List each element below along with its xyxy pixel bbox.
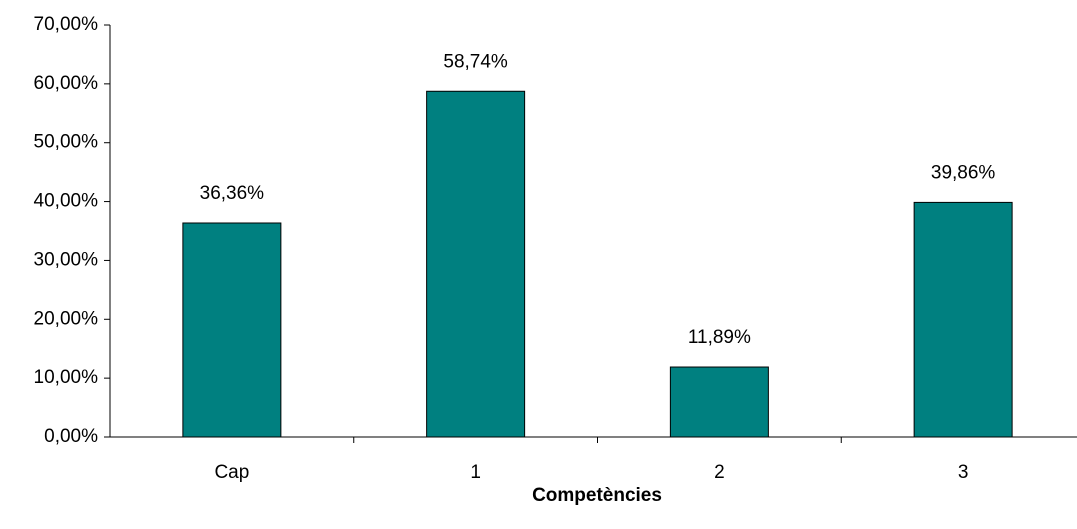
bar	[669, 366, 769, 438]
bar	[426, 90, 526, 438]
y-tick-label: 50,00%	[34, 132, 99, 153]
y-axis: 0,00% 10,00% 20,00% 30,00% 40,00% 50,00% 60,00…	[34, 14, 111, 447]
bar	[182, 222, 282, 438]
data-label: 58,74%	[443, 51, 508, 72]
x-tick-label: 2	[714, 462, 725, 483]
y-tick-label: 60,00%	[34, 73, 99, 94]
y-tick-label: 40,00%	[34, 191, 99, 212]
y-tick-label: 10,00%	[34, 367, 99, 388]
y-tick-label: 20,00%	[34, 308, 99, 329]
data-labels: 36,36% 58,74% 11,89% 39,86%	[200, 51, 996, 348]
x-tick-label: 1	[470, 462, 481, 483]
x-tick-label: Cap	[214, 462, 249, 483]
y-tick-label: 0,00%	[44, 426, 98, 447]
x-axis: Cap 1 2 3	[110, 436, 1077, 483]
y-tick-label: 30,00%	[34, 249, 99, 270]
data-label: 36,36%	[200, 183, 265, 204]
data-label: 39,86%	[931, 162, 996, 183]
x-tick-label: 3	[958, 462, 969, 483]
data-label: 11,89%	[688, 327, 751, 348]
y-tick-label: 70,00%	[34, 14, 99, 35]
x-axis-title: Competències	[532, 485, 662, 506]
bars	[182, 90, 1013, 438]
bar	[913, 201, 1013, 438]
